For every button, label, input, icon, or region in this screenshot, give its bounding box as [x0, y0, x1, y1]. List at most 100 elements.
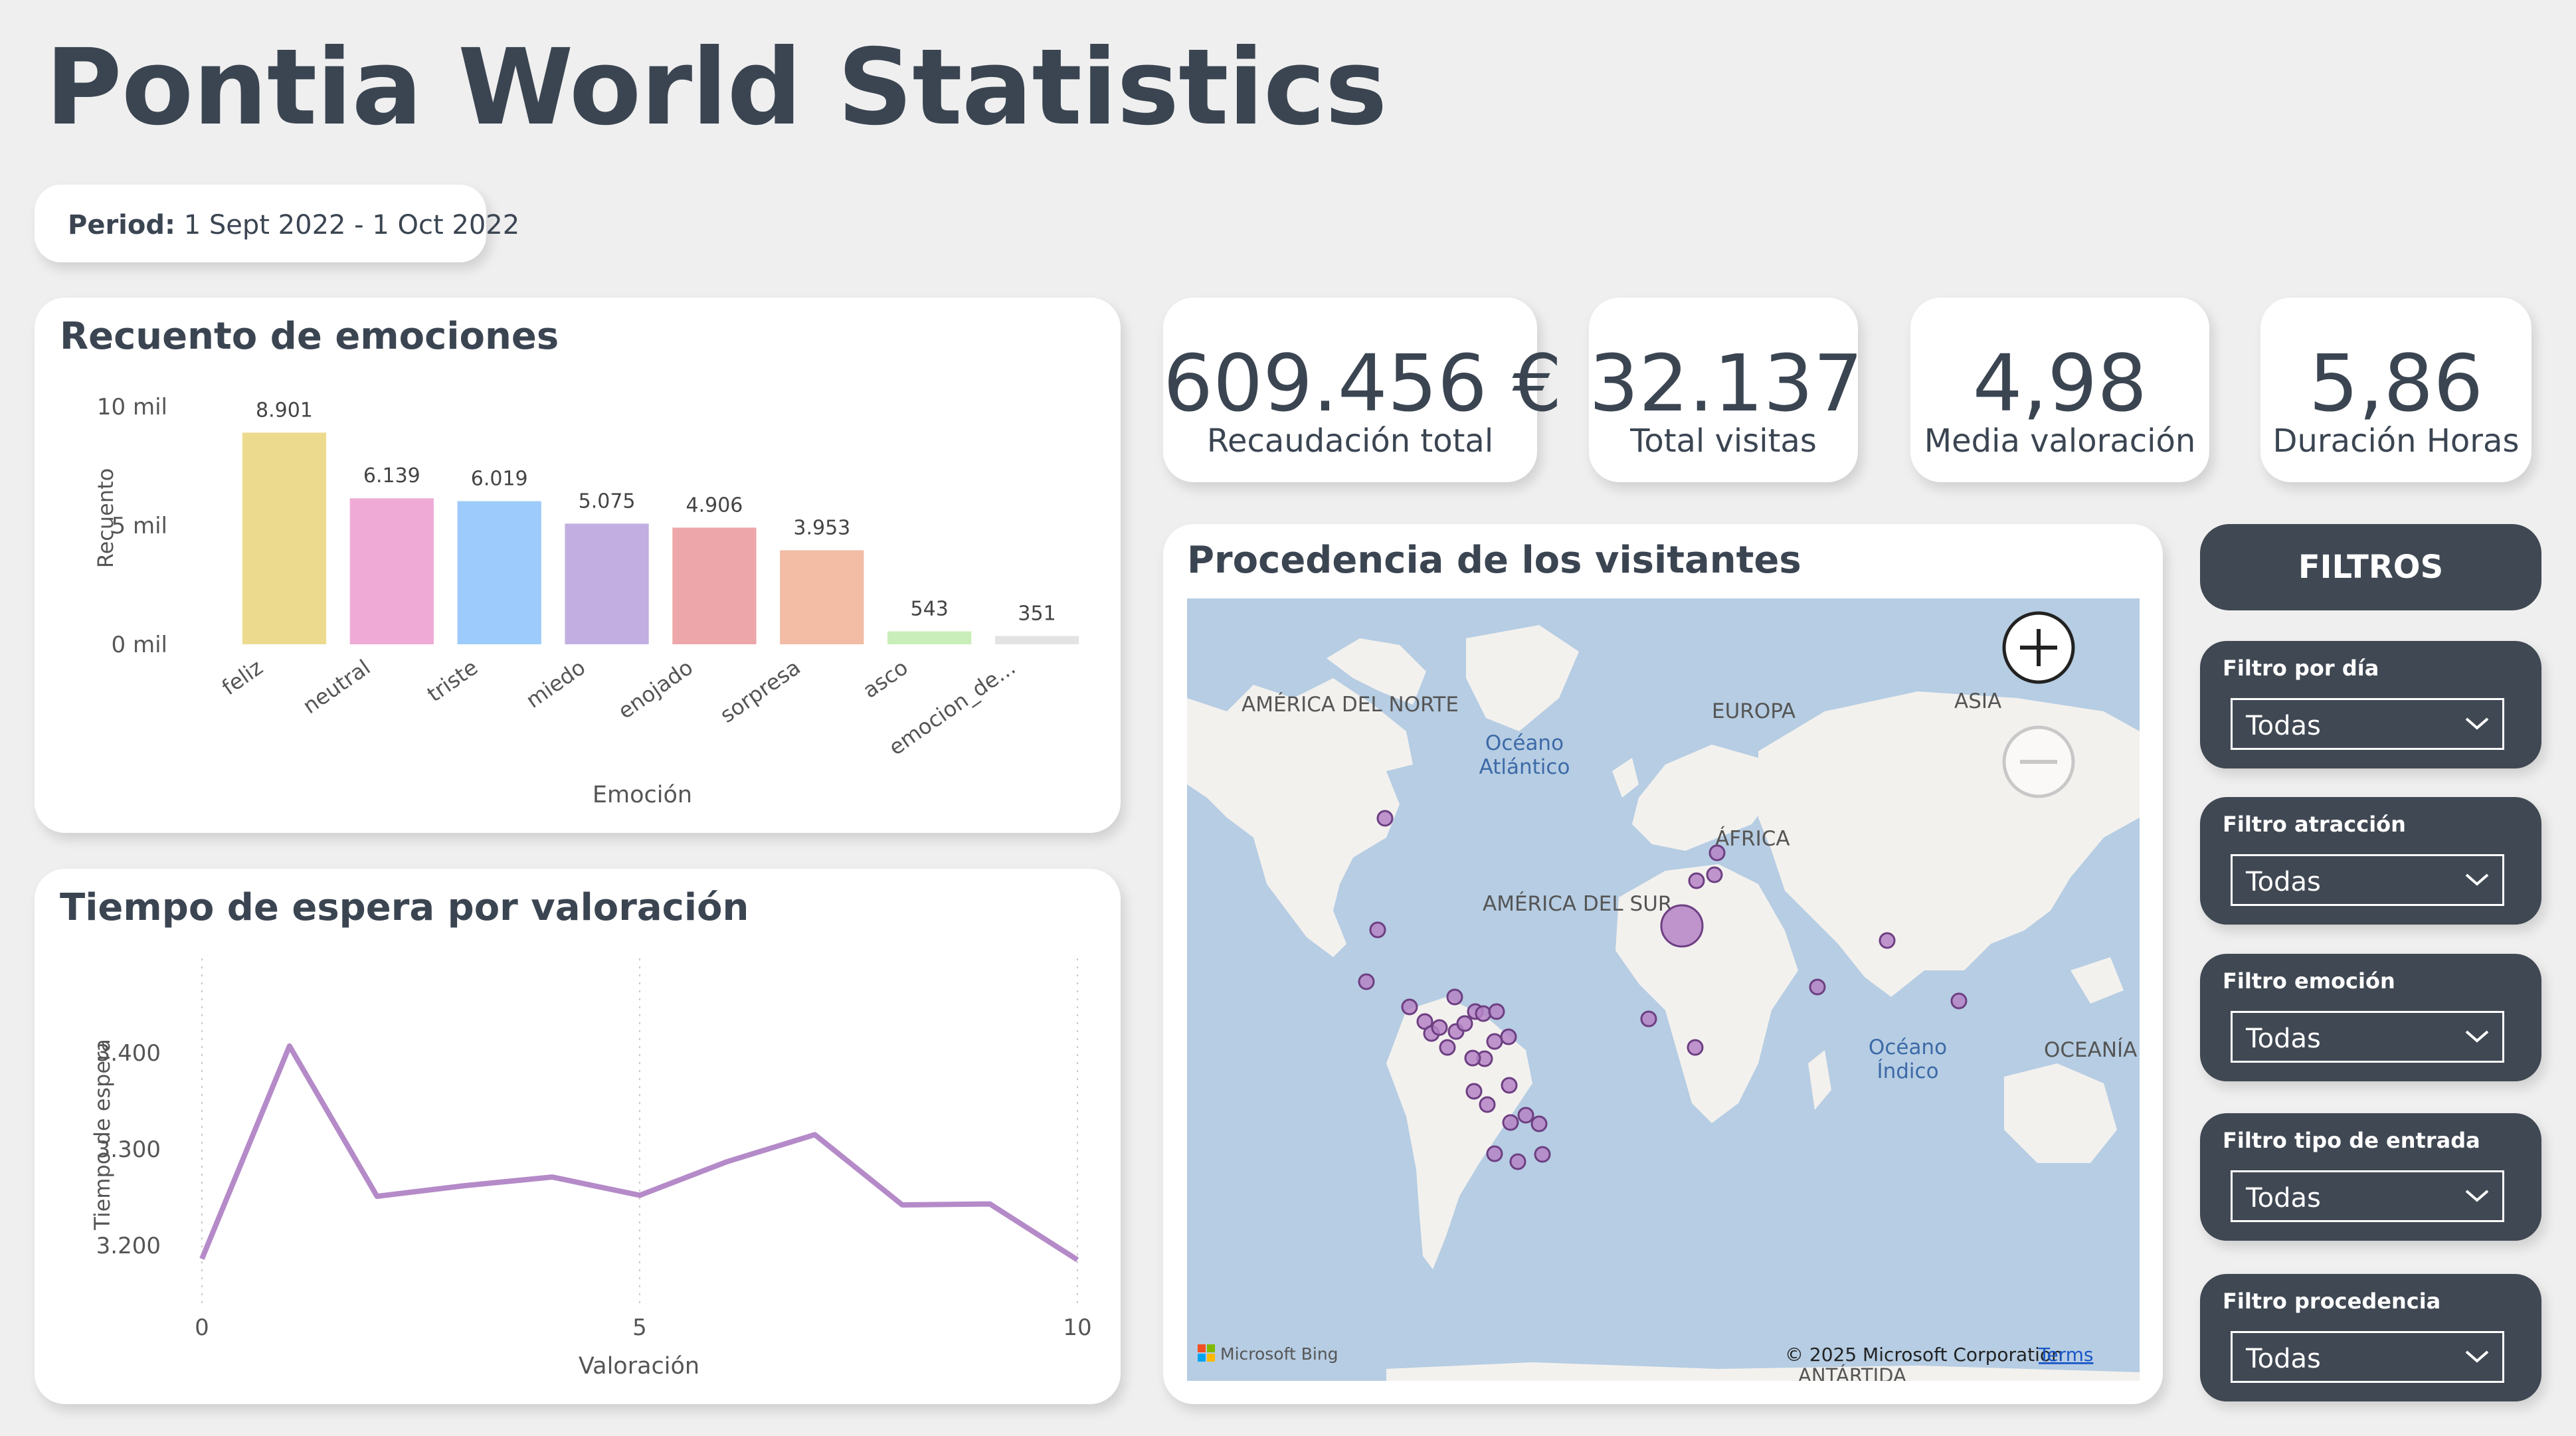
filter-emotion-value: Todas [2246, 1024, 2321, 1054]
map-bubble[interactable] [1475, 1005, 1492, 1022]
emotions-chart-title: Recuento de emociones [60, 315, 559, 358]
wait-time-chart-card[interactable]: Tiempo de espera por valoración 0 5 10 3.20… [35, 869, 1121, 1404]
label-asia: ASIA [1954, 689, 2001, 713]
period-card: Period: 1 Sept 2022 - 1 Oct 2022 [35, 185, 519, 262]
filter-ticket-type: Filtro tipo de entrada Todas [2200, 1113, 2541, 1241]
bing-attribution: Microsoft Bing [1220, 1344, 1338, 1364]
map-bubble[interactable] [1465, 1083, 1483, 1100]
bar-sorpresa [780, 550, 864, 644]
x-tick-label: 10 [1063, 1314, 1091, 1341]
map-bubble[interactable] [1486, 1033, 1503, 1050]
map-bubble[interactable] [1358, 973, 1375, 990]
map-bubble[interactable] [1640, 1010, 1657, 1028]
filter-emotion: Filtro emoción Todas [2200, 954, 2541, 1081]
filter-emotion-label: Filtro emoción [2223, 968, 2395, 994]
label-indian-2: Índico [1877, 1059, 1938, 1083]
bar-feliz [242, 432, 327, 644]
filter-attraction-label: Filtro atracción [2223, 812, 2406, 837]
map-bubble[interactable] [1950, 992, 1968, 1010]
x-tick-label: feliz [217, 654, 267, 700]
bar-miedo [565, 523, 649, 644]
kpi-duration-value: 5,86 [2308, 337, 2484, 429]
y-axis-label: Recuento [93, 468, 118, 568]
map-bubble[interactable] [1688, 872, 1705, 889]
kpi-card-rating: 4,98 Media valoración [1910, 298, 2209, 482]
x-tick-label: asco [858, 654, 913, 703]
map-bubble[interactable] [1502, 1114, 1519, 1131]
map-bubble[interactable] [1464, 1049, 1481, 1067]
map-bubble[interactable] [1687, 1039, 1704, 1056]
filters-header: FILTROS [2200, 524, 2541, 610]
filter-emotion-dropdown[interactable]: Todas [2231, 1011, 2504, 1063]
map-bubble[interactable] [1376, 810, 1394, 827]
map-bubble[interactable] [1488, 1003, 1505, 1020]
map-bubble[interactable] [1809, 978, 1826, 996]
emotions-chart-card[interactable]: Recuento de emociones 0 mil 5 mil 10 mil Re… [35, 298, 1121, 833]
bar-value-label: 543 [911, 598, 949, 621]
y-tick-label: 3.300 [96, 1136, 161, 1163]
period-label: Period: [68, 210, 175, 240]
bar-triste [457, 501, 541, 644]
map-title: Procedencia de los visitantes [1187, 539, 1801, 582]
bing-logo [1198, 1344, 1215, 1362]
label-north-america: AMÉRICA DEL NORTE [1242, 693, 1459, 717]
map-bubble[interactable] [1501, 1077, 1518, 1094]
kpi-revenue-label: Recaudación total [1206, 422, 1494, 460]
map-bubble-large[interactable] [1660, 904, 1704, 948]
zoom-out-button[interactable] [2002, 725, 2075, 798]
label-africa: ÁFRICA [1715, 827, 1790, 851]
map-terms-link[interactable]: Terms [2038, 1344, 2093, 1366]
bar-enojado [672, 527, 757, 644]
map-bubble[interactable] [1509, 1153, 1526, 1170]
map-bubble[interactable] [1401, 998, 1418, 1016]
kpi-rating-value: 4,98 [1972, 337, 2148, 429]
filter-origin-dropdown[interactable]: Todas [2231, 1331, 2504, 1383]
filter-attraction-value: Todas [2246, 867, 2321, 897]
map-bubble[interactable] [1500, 1028, 1517, 1045]
kpi-card-revenue: 609.456 € Recaudación total [1163, 298, 1562, 482]
y-tick-label: 5 mil [112, 513, 167, 539]
filter-attraction: Filtro atracción Todas [2200, 797, 2541, 925]
label-europe: EUROPA [1712, 699, 1795, 723]
filter-ticket-type-value: Todas [2246, 1183, 2321, 1213]
visitor-origin-map-card: Procedencia de los visitantes AMÉRICA DE… [1163, 524, 2163, 1404]
map-bubble[interactable] [1706, 866, 1723, 883]
filter-day: Filtro por día Todas [2200, 641, 2541, 768]
x-tick-label: triste [422, 654, 482, 707]
world-map[interactable]: AMÉRICA DEL NORTE EUROPA ASIA Océano Atl… [1187, 598, 2140, 1381]
kpi-visits-label: Total visitas [1630, 422, 1817, 460]
wait-time-line [199, 1043, 1079, 1263]
map-bubble[interactable] [1431, 1019, 1448, 1036]
map-bubble[interactable] [1534, 1146, 1551, 1163]
map-bubble[interactable] [1517, 1107, 1534, 1124]
filter-day-dropdown[interactable]: Todas [2231, 698, 2504, 750]
map-bubble[interactable] [1486, 1145, 1503, 1162]
bar-value-label: 6.019 [471, 468, 528, 491]
map-bubble[interactable] [1479, 1096, 1496, 1113]
map-bubble[interactable] [1708, 844, 1726, 861]
page-title: Pontia World Statistics [45, 27, 1388, 149]
map-bubble[interactable] [1446, 988, 1463, 1006]
map-bubble[interactable] [1879, 932, 1896, 949]
bar-emocionde [994, 636, 1079, 644]
bar-value-label: 5.075 [579, 490, 636, 513]
filter-day-value: Todas [2246, 711, 2321, 741]
filter-attraction-dropdown[interactable]: Todas [2231, 854, 2504, 906]
chevron-down-icon [2465, 1350, 2489, 1363]
x-tick-label: 5 [632, 1314, 647, 1341]
kpi-visits-value: 32.137 [1589, 337, 1863, 429]
label-antarctica: ANTÁRTIDA [1798, 1364, 1906, 1381]
bar-value-label: 3.953 [793, 516, 850, 539]
kpi-card-visits: 32.137 Total visitas [1589, 298, 1863, 482]
filter-ticket-type-dropdown[interactable]: Todas [2231, 1170, 2504, 1222]
x-axis-label: Emoción [593, 782, 692, 808]
map-bubble[interactable] [1530, 1115, 1548, 1132]
filter-origin: Filtro procedencia Todas [2200, 1274, 2541, 1401]
map-bubble[interactable] [1369, 921, 1386, 939]
map-bubble[interactable] [1439, 1039, 1456, 1056]
map-bubble[interactable] [1456, 1015, 1473, 1032]
zoom-in-button[interactable] [2002, 611, 2075, 684]
emotions-bar-chart: 0 mil 5 mil 10 mil Recuento 8.901 feliz 6.139 n… [93, 394, 1079, 808]
bar-neutral [349, 498, 434, 644]
